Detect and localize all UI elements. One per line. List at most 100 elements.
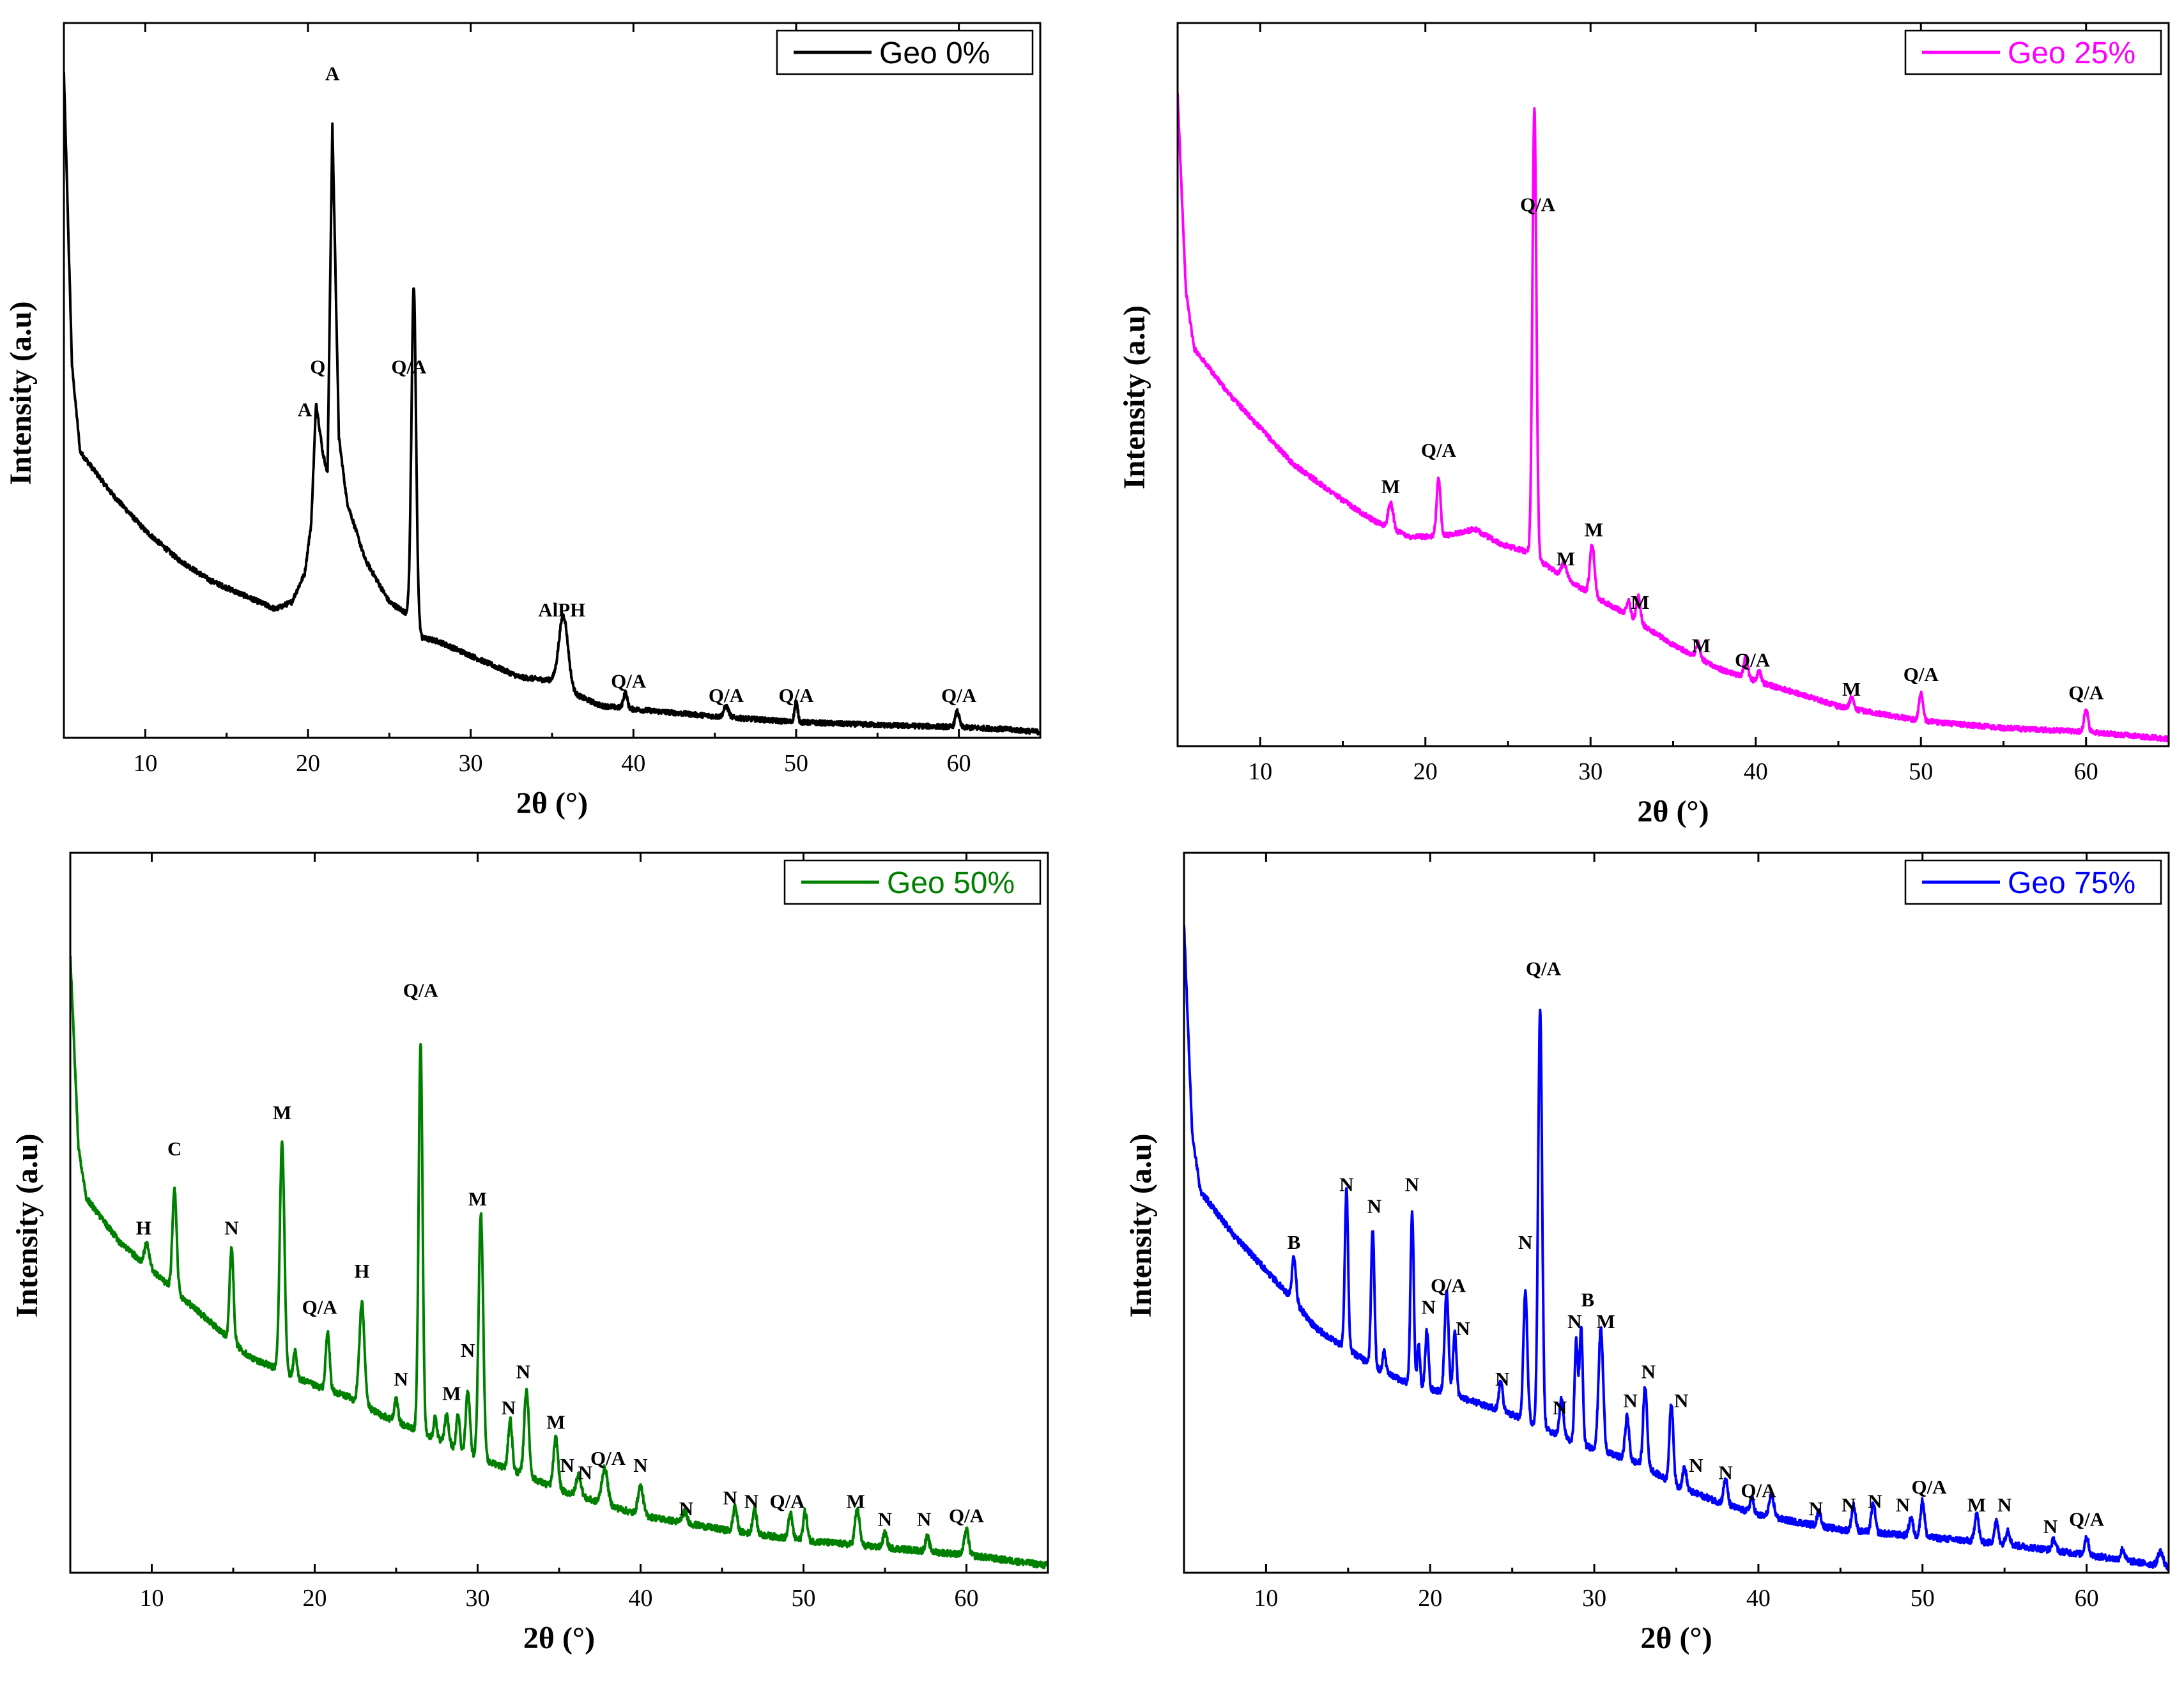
peak-label: N (878, 1508, 892, 1531)
peak-label: C (167, 1137, 181, 1159)
y-axis-title: Intensity (a.u) (4, 301, 38, 485)
plot-area-frame (1176, 22, 2170, 747)
x-tick-label: 10 (140, 1585, 164, 1612)
chart-panel-3: 10 20 30 40 50 60 2θ (°) Intensity (a.u) Geo 50%… (10, 852, 1049, 1655)
peak-label: B (1581, 1288, 1594, 1311)
x-tick-label: 10 (133, 750, 157, 777)
x-tick-label: 30 (466, 1585, 490, 1612)
peak-label: Q/A (709, 684, 744, 707)
series-line-geo-25- (1178, 93, 2169, 742)
legend: Geo 50% (783, 859, 1042, 905)
peak-label: Q/A (391, 355, 427, 378)
legend-label: Geo 25% (2008, 36, 2135, 70)
peak-label: N (1842, 1494, 1856, 1516)
x-tick-label: 60 (2074, 758, 2098, 785)
peak-label: M (1631, 591, 1649, 613)
plot-area-frame (63, 22, 1042, 739)
x-tick-label: 60 (947, 750, 971, 777)
peak-label: Q/A (1431, 1274, 1466, 1296)
y-axis-title: Intensity (a.u) (1118, 305, 1151, 489)
peak-label: Q/A (769, 1490, 805, 1513)
x-tick-label: 10 (1248, 758, 1272, 785)
peak-label: M (442, 1382, 461, 1405)
peak-label: M (1557, 547, 1575, 570)
peak-label: M (846, 1490, 865, 1513)
peak-label: M (468, 1188, 487, 1210)
peak-label: N (560, 1454, 574, 1476)
peak-label: N (633, 1454, 647, 1476)
chart-panel-2: 10 20 30 40 50 60 2θ (°) Intensity (a.u) Geo 25%… (1118, 22, 2170, 829)
peak-label: N (1553, 1396, 1567, 1419)
peak-label: Q/A (1421, 439, 1457, 461)
peak-label: M (1692, 634, 1711, 657)
series-line-geo-50- (70, 955, 1048, 1570)
peak-label: N (679, 1497, 693, 1520)
x-axis-title: 2θ (°) (516, 786, 588, 820)
peak-label: N (1868, 1490, 1882, 1513)
peak-label: M (1585, 519, 1603, 541)
x-tick-label: 40 (621, 750, 645, 777)
peak-label: Q/A (590, 1447, 626, 1469)
legend-label: Geo 0% (879, 36, 990, 70)
peak-label: N (1518, 1231, 1532, 1253)
peak-label: Q/A (1903, 663, 1939, 685)
x-tick-label: 20 (1413, 758, 1438, 785)
x-tick-label: 50 (784, 750, 808, 777)
peak-label: Q/A (2068, 681, 2104, 703)
peak-label: M (1967, 1494, 1986, 1516)
plot-area-frame (1183, 852, 2170, 1574)
peak-label: Q/A (1735, 648, 1771, 671)
peak-label: N (394, 1368, 408, 1390)
series-line-geo-75- (1184, 924, 2169, 1571)
peak-label: M (273, 1101, 291, 1124)
peak-label: N (1339, 1174, 1353, 1196)
legend: Geo 0% (776, 29, 1034, 75)
x-axis-title: 2θ (°) (1637, 795, 1709, 829)
legend: Geo 25% (1904, 29, 2162, 75)
peak-label: Q/A (302, 1296, 338, 1318)
x-tick-label: 20 (1418, 1585, 1442, 1612)
peak-label: M (1381, 475, 1400, 498)
peak-label: N (1405, 1174, 1419, 1196)
legend-label: Geo 50% (887, 866, 1015, 900)
peak-label: N (1642, 1361, 1656, 1383)
peak-label: N (1896, 1494, 1910, 1516)
peak-label: N (1495, 1368, 1509, 1390)
peak-label: Q/A (1741, 1479, 1776, 1502)
peak-label: M (1842, 678, 1861, 700)
peak-label: Q/A (941, 684, 977, 707)
peak-label: N (1718, 1461, 1732, 1483)
peak-label: N (744, 1490, 758, 1513)
peak-label: N (1421, 1296, 1435, 1318)
y-axis-title: Intensity (a.u) (1124, 1133, 1158, 1317)
peak-label: N (578, 1461, 592, 1483)
peak-label: N (1674, 1389, 1688, 1412)
peak-label: Q/A (403, 979, 439, 1001)
peak-label: M (546, 1411, 565, 1434)
x-tick-label: 10 (1254, 1585, 1278, 1612)
x-tick-label: 60 (2075, 1585, 2099, 1612)
peak-label: Q/A (778, 684, 814, 707)
peak-label: Q/A (949, 1504, 985, 1527)
x-tick-label: 30 (1578, 758, 1603, 785)
x-tick-label: 40 (629, 1585, 653, 1612)
chart-panel-4: 10 20 30 40 50 60 2θ (°) Intensity (a.u) Geo 75%… (1124, 852, 2170, 1655)
peak-label: N (1623, 1389, 1637, 1412)
peak-label: N (516, 1361, 530, 1383)
x-tick-label: 50 (1909, 758, 1933, 785)
peak-label: N (1567, 1310, 1581, 1333)
x-tick-label: 60 (955, 1585, 979, 1612)
legend-label: Geo 75% (2008, 866, 2135, 900)
peak-label: N (917, 1508, 931, 1531)
x-tick-label: 40 (1746, 1585, 1771, 1612)
x-axis-title: 2θ (°) (523, 1621, 595, 1655)
peak-label: N (1689, 1454, 1703, 1476)
x-tick-label: 20 (296, 750, 320, 777)
y-axis-title: Intensity (a.u) (10, 1133, 44, 1317)
series-line-geo-0- (64, 72, 1040, 736)
peak-label: A (325, 63, 340, 85)
x-tick-label: 50 (792, 1585, 816, 1612)
x-tick-label: 30 (1582, 1585, 1606, 1612)
peak-label: N (502, 1396, 516, 1419)
